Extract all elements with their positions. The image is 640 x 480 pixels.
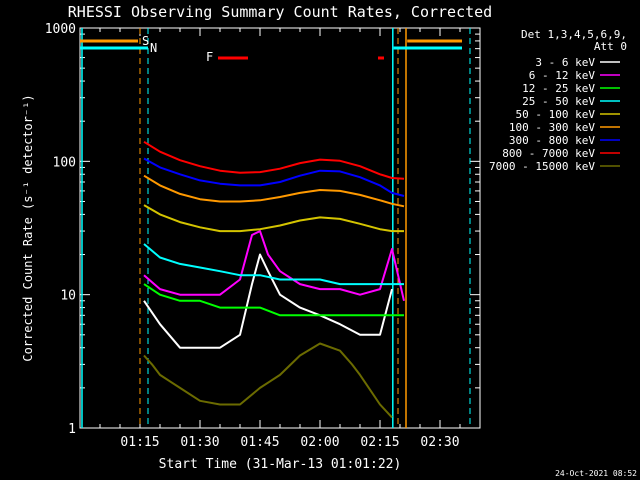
series-line — [143, 174, 405, 208]
legend-entry: 3 - 6 keV — [535, 56, 595, 69]
x-tick-label: 01:45 — [240, 435, 279, 450]
series-lines — [143, 140, 405, 419]
x-tick-label: 02:15 — [360, 435, 399, 450]
legend-entry: 300 - 800 keV — [509, 134, 595, 147]
series-line — [143, 283, 404, 317]
y-tick-label: 1 — [68, 422, 76, 437]
legend-entry: 6 - 12 keV — [529, 69, 596, 82]
night-label: N — [150, 41, 157, 55]
legend-title: Att 0 — [594, 40, 627, 53]
timestamp: 24-Oct-2021 08:52 — [555, 469, 637, 478]
series-line — [143, 140, 405, 180]
series-line — [143, 204, 404, 233]
legend-entry: 100 - 300 keV — [509, 121, 595, 134]
legend-entry: 50 - 100 keV — [516, 108, 596, 121]
y-axis-label: Corrected Count Rate (s⁻¹ detector⁻¹) — [21, 94, 35, 361]
legend-entry: 800 - 7000 keV — [502, 147, 595, 160]
series-line — [143, 342, 393, 419]
x-tick-label: 02:00 — [300, 435, 339, 450]
observing-annotations: S N F — [80, 28, 471, 428]
series-line — [143, 243, 404, 286]
y-tick-label: 1000 — [45, 22, 76, 37]
x-tick-label: 01:15 — [120, 435, 159, 450]
x-axis-label: Start Time (31-Mar-13 01:01:22) — [159, 457, 402, 472]
axes: 01:15 01:30 01:45 02:00 02:15 02:30 1 10 100 1000 — [45, 22, 481, 450]
x-tick-label: 01:30 — [180, 435, 219, 450]
chart-title: RHESSI Observing Summary Count Rates, Co… — [68, 3, 492, 21]
y-tick-label: 100 — [53, 155, 76, 170]
series-line — [143, 253, 393, 349]
series-line — [143, 230, 405, 302]
legend-title: Det 1,3,4,5,6,9, — [521, 28, 627, 41]
y-tick-label: 10 — [60, 289, 76, 304]
x-tick-label: 02:30 — [420, 435, 459, 450]
saa-label: S — [142, 34, 149, 48]
legend-entry: 12 - 25 keV — [522, 82, 595, 95]
legend-entry: 7000 - 15000 keV — [489, 160, 595, 173]
series-line — [143, 157, 405, 197]
legend-entry: 25 - 50 keV — [522, 95, 595, 108]
flare-label: F — [206, 50, 213, 64]
